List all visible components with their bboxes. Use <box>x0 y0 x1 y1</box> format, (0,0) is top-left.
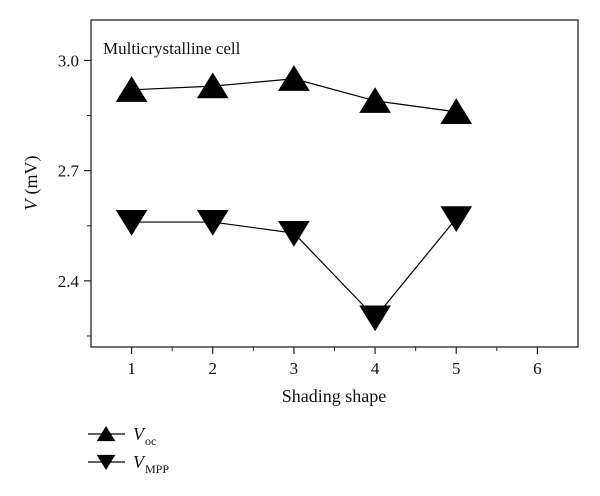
legend-label-var: V <box>133 452 146 472</box>
legend-marker <box>96 454 116 471</box>
y-tick-label: 2.4 <box>58 272 80 291</box>
y-axis-unit: (mV) <box>21 156 42 195</box>
voc-point <box>196 72 229 99</box>
legend-label-var: V <box>133 424 146 444</box>
x-tick-label: 1 <box>127 359 136 378</box>
x-axis-title: Shading shape <box>282 386 386 406</box>
legend-marker <box>96 425 116 442</box>
y-axis-title: V (mV) <box>21 156 42 211</box>
y-axis: 2.4 2.7 3.0 <box>58 51 91 337</box>
series-layer <box>115 65 473 332</box>
y-tick-label: 3.0 <box>58 51 79 70</box>
y-tick-label: 2.7 <box>58 162 80 181</box>
x-tick-label: 4 <box>371 359 380 378</box>
vmpp-point <box>440 206 473 233</box>
vmpp-point <box>278 221 310 247</box>
voc-point <box>359 87 391 113</box>
legend-label: Voc <box>133 424 156 448</box>
x-tick-label: 5 <box>452 359 461 378</box>
x-axis: 1 2 3 4 5 6 <box>127 347 542 378</box>
x-tick-label: 3 <box>290 359 299 378</box>
plot-area <box>90 19 579 348</box>
legend-label-sub: MPP <box>145 462 169 476</box>
x-tick-label: 2 <box>209 359 218 378</box>
chart-annotation: Multicrystalline cell <box>103 39 241 58</box>
vmpp-point <box>359 305 391 332</box>
x-tick-label: 6 <box>533 359 542 378</box>
legend-label: VMPP <box>133 452 169 476</box>
voc-point <box>115 76 148 102</box>
y-axis-variable: V <box>21 198 41 211</box>
voc-point <box>278 65 310 91</box>
voc-point <box>440 98 473 124</box>
vmpp-point <box>115 209 148 236</box>
vmpp-point <box>196 209 229 236</box>
legend-label-sub: oc <box>145 434 156 448</box>
